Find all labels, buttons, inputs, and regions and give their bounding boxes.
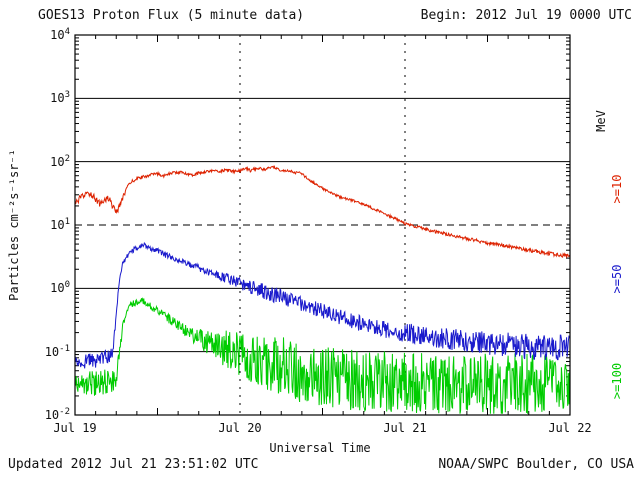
source-credit-label: NOAA/SWPC Boulder, CO USA — [438, 457, 634, 472]
y-tick-label: 10-1 — [44, 343, 70, 359]
y-tick-label: 100 — [50, 280, 70, 296]
x-tick-label: Jul 20 — [218, 421, 262, 435]
y-tick-label: 101 — [50, 217, 70, 233]
x-tick-label: Jul 19 — [53, 421, 97, 435]
series-label-ge100: >=100 — [610, 362, 624, 400]
y-axis-label: Particles cm⁻²s⁻¹sr⁻¹ — [7, 149, 21, 301]
x-axis-label: Universal Time — [269, 441, 371, 455]
updated-timestamp-label: Updated 2012 Jul 21 23:51:02 UTC — [8, 457, 259, 472]
x-tick-label: Jul 21 — [383, 421, 427, 435]
mev-unit-label: MeV — [594, 110, 608, 132]
x-tick-label: Jul 22 — [548, 421, 592, 435]
y-tick-label: 10-2 — [44, 407, 70, 423]
y-tick-label: 104 — [50, 27, 70, 43]
page-title: GOES13 Proton Flux (5 minute data) — [38, 8, 305, 23]
series-label-ge50: >=50 — [610, 264, 624, 294]
y-tick-label: 103 — [50, 90, 70, 106]
y-tick-label: 102 — [50, 153, 70, 169]
series-label-ge10: >=10 — [610, 174, 624, 204]
begin-timestamp-label: Begin: 2012 Jul 19 0000 UTC — [420, 8, 632, 23]
